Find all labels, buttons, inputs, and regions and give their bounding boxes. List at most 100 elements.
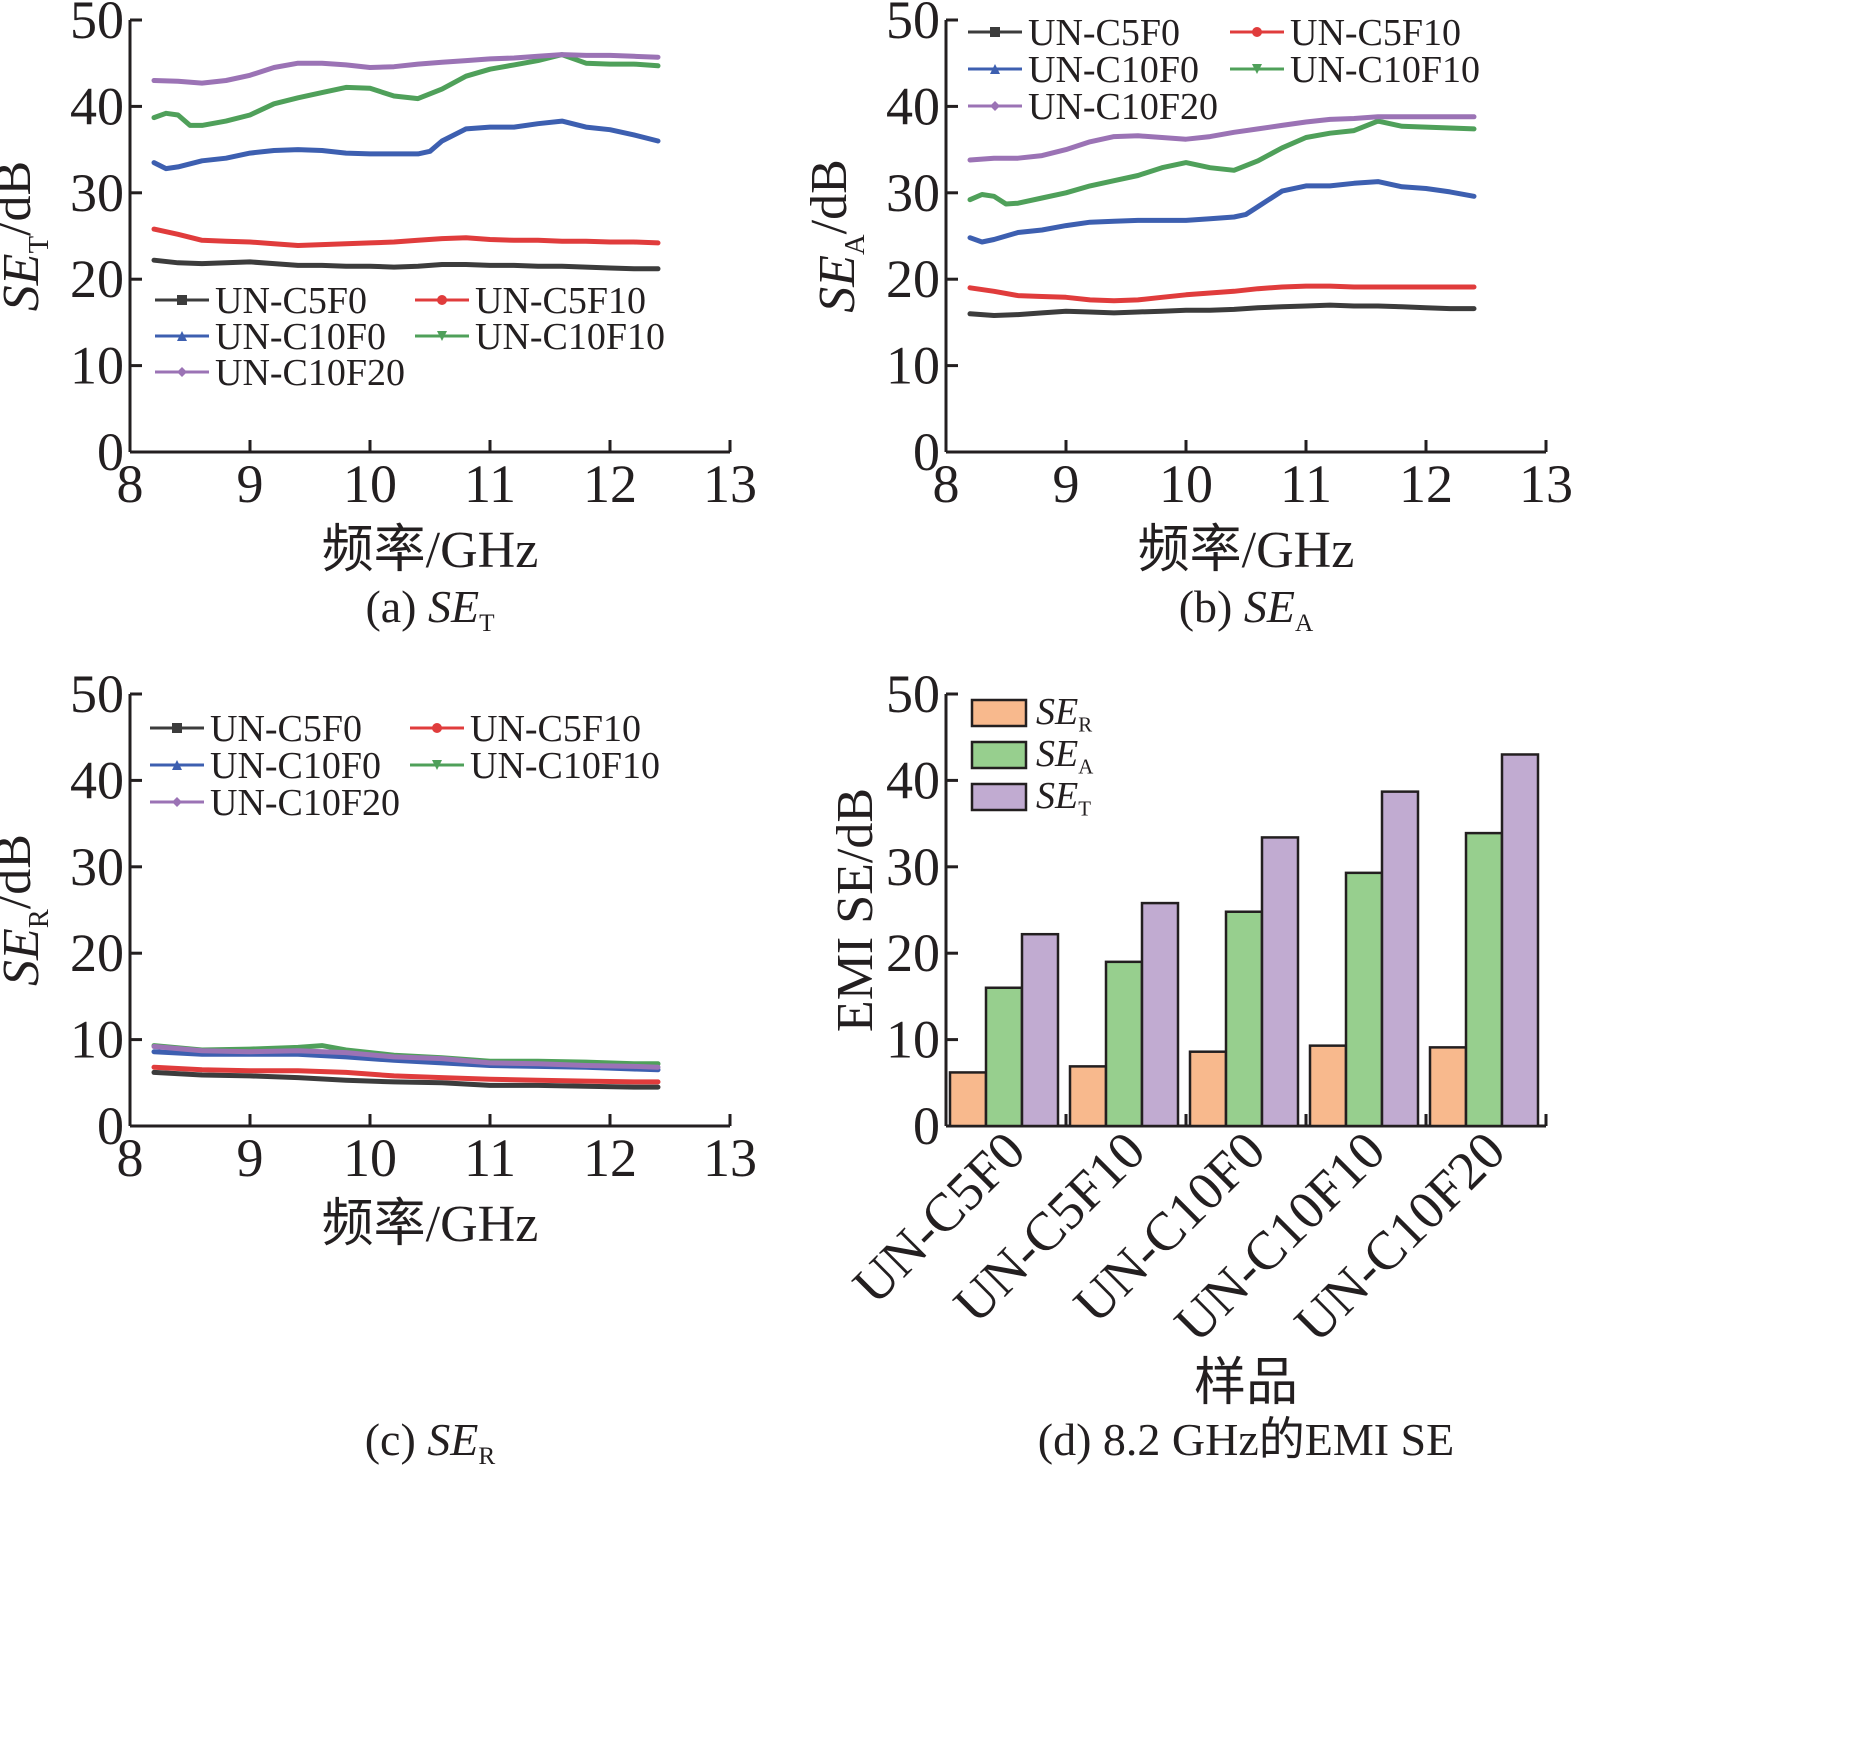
y-tick-label: 40	[70, 76, 124, 136]
legend-label: UN-C5F0	[215, 280, 367, 322]
y-axis-label-group: SEA/dB	[801, 159, 871, 313]
series-line-UN-C5F10	[967, 283, 1477, 304]
y-axis-label: EMI SE/dB	[827, 788, 884, 1032]
y-axis-label: SEA/dB	[801, 159, 871, 313]
legend-label: UN-C5F10	[1290, 12, 1461, 54]
series-line-UN-C10F0	[967, 179, 1477, 245]
x-tick-label: 10	[343, 454, 397, 514]
x-tick-label: 11	[464, 454, 516, 514]
x-tick-label: 9	[1053, 454, 1080, 514]
x-axis-label: 样品	[1194, 1355, 1298, 1412]
legend-label: UN-C10F20	[215, 352, 405, 394]
series-line-UN-C10F20	[151, 1044, 661, 1070]
bar-UN-C5F10-A	[1104, 960, 1144, 1128]
y-tick-label: 20	[886, 923, 940, 983]
bar-UN-C5F10-T	[1140, 901, 1180, 1128]
y-tick-label: 40	[70, 750, 124, 810]
bar-UN-C10F0-R	[1188, 1050, 1228, 1128]
y-tick-label: 50	[70, 0, 124, 50]
legend-label-sub: R	[1078, 712, 1092, 736]
x-tick-label: 12	[583, 1128, 637, 1188]
legend-label: UN-C10F20	[210, 782, 400, 824]
legend-label: SET	[1036, 775, 1091, 820]
x-tick-label: 8	[117, 454, 144, 514]
x-axis-label: 频率/GHz	[322, 1196, 539, 1253]
y-axis-label: SET/dB	[0, 161, 55, 311]
caption-main: SE	[428, 581, 479, 632]
y-tick-label: 10	[886, 1010, 940, 1070]
series-line-UN-C5F0	[967, 302, 1477, 318]
legend-marker	[172, 760, 182, 770]
y-tick-label: 0	[913, 1096, 940, 1156]
caption: (b) SEA	[1179, 581, 1314, 637]
y-tick-label: 30	[886, 837, 940, 897]
y-axis-label-sub: R	[24, 908, 55, 928]
bar-UN-C10F0-A	[1224, 910, 1264, 1128]
y-axis-label-main: SE	[809, 255, 866, 313]
caption-prefix: (c)	[365, 1414, 428, 1465]
legend-marker	[1252, 64, 1262, 74]
x-tick-label: 13	[703, 454, 757, 514]
y-axis-label-suffix: /dB	[0, 161, 42, 236]
legend-label: UN-C10F0	[210, 745, 381, 787]
x-tick-label: 8	[933, 454, 960, 514]
legend-swatch	[970, 782, 1028, 812]
x-tick-label: 9	[237, 454, 264, 514]
legend-label: UN-C10F0	[1028, 49, 1199, 91]
bar-UN-C5F0-A	[984, 986, 1024, 1128]
legend-marker	[437, 295, 447, 305]
legend-label: UN-C5F0	[210, 708, 362, 750]
y-tick-label: 20	[70, 923, 124, 983]
legend-marker	[437, 331, 447, 341]
series-line-UN-C5F10	[151, 226, 661, 248]
y-axis-label-group: SET/dB	[0, 161, 55, 311]
y-tick-label: 10	[70, 1010, 124, 1070]
caption: (d) 8.2 GHz的EMI SE	[1038, 1414, 1455, 1465]
y-tick-label: 30	[70, 163, 124, 223]
bar-UN-C5F0-T	[1020, 932, 1060, 1128]
series-line-UN-C5F10	[151, 1064, 661, 1085]
legend-marker	[990, 64, 1000, 74]
x-tick-label: 10	[343, 1128, 397, 1188]
series-line-UN-C10F0	[151, 118, 661, 172]
y-axis-label-group: SER/dB	[0, 834, 55, 986]
legend-marker	[172, 797, 182, 807]
y-tick-label: 50	[70, 664, 124, 724]
y-tick-label: 40	[886, 76, 940, 136]
x-tick-label: 10	[1159, 454, 1213, 514]
y-tick-label: 10	[70, 336, 124, 396]
legend-marker	[990, 101, 1000, 111]
y-tick-label: 20	[70, 249, 124, 309]
bar-UN-C10F10-R	[1308, 1044, 1348, 1128]
x-tick-label: 11	[1280, 454, 1332, 514]
x-tick-label: 12	[1399, 454, 1453, 514]
legend-label-sub: A	[1078, 754, 1093, 778]
legend-label: UN-C10F10	[470, 745, 660, 787]
y-tick-label: 10	[886, 336, 940, 396]
y-tick-label: 20	[886, 249, 940, 309]
caption: (c) SER	[365, 1414, 496, 1470]
x-axis-label: 频率/GHz	[322, 522, 539, 579]
legend-label-sub: T	[1078, 796, 1091, 820]
x-tick-label: 11	[464, 1128, 516, 1188]
legend-label: UN-C10F20	[1028, 86, 1218, 128]
y-axis-label-sub: A	[840, 234, 871, 255]
y-tick-label: 0	[913, 422, 940, 482]
legend-marker	[177, 331, 187, 341]
legend-label: UN-C10F10	[1290, 49, 1480, 91]
bar-UN-C5F10-R	[1068, 1065, 1108, 1128]
legend-label-main: SE	[1036, 775, 1078, 817]
legend-swatch	[970, 698, 1028, 728]
legend-label: UN-C10F10	[475, 316, 665, 358]
legend-marker	[177, 295, 187, 305]
legend-marker	[990, 27, 1000, 37]
series-line-UN-C10F20	[151, 52, 661, 86]
x-tick-label: 13	[1519, 454, 1573, 514]
y-tick-label: 0	[97, 1096, 124, 1156]
legend-label: UN-C5F10	[475, 280, 646, 322]
caption-sub: R	[478, 1442, 495, 1470]
